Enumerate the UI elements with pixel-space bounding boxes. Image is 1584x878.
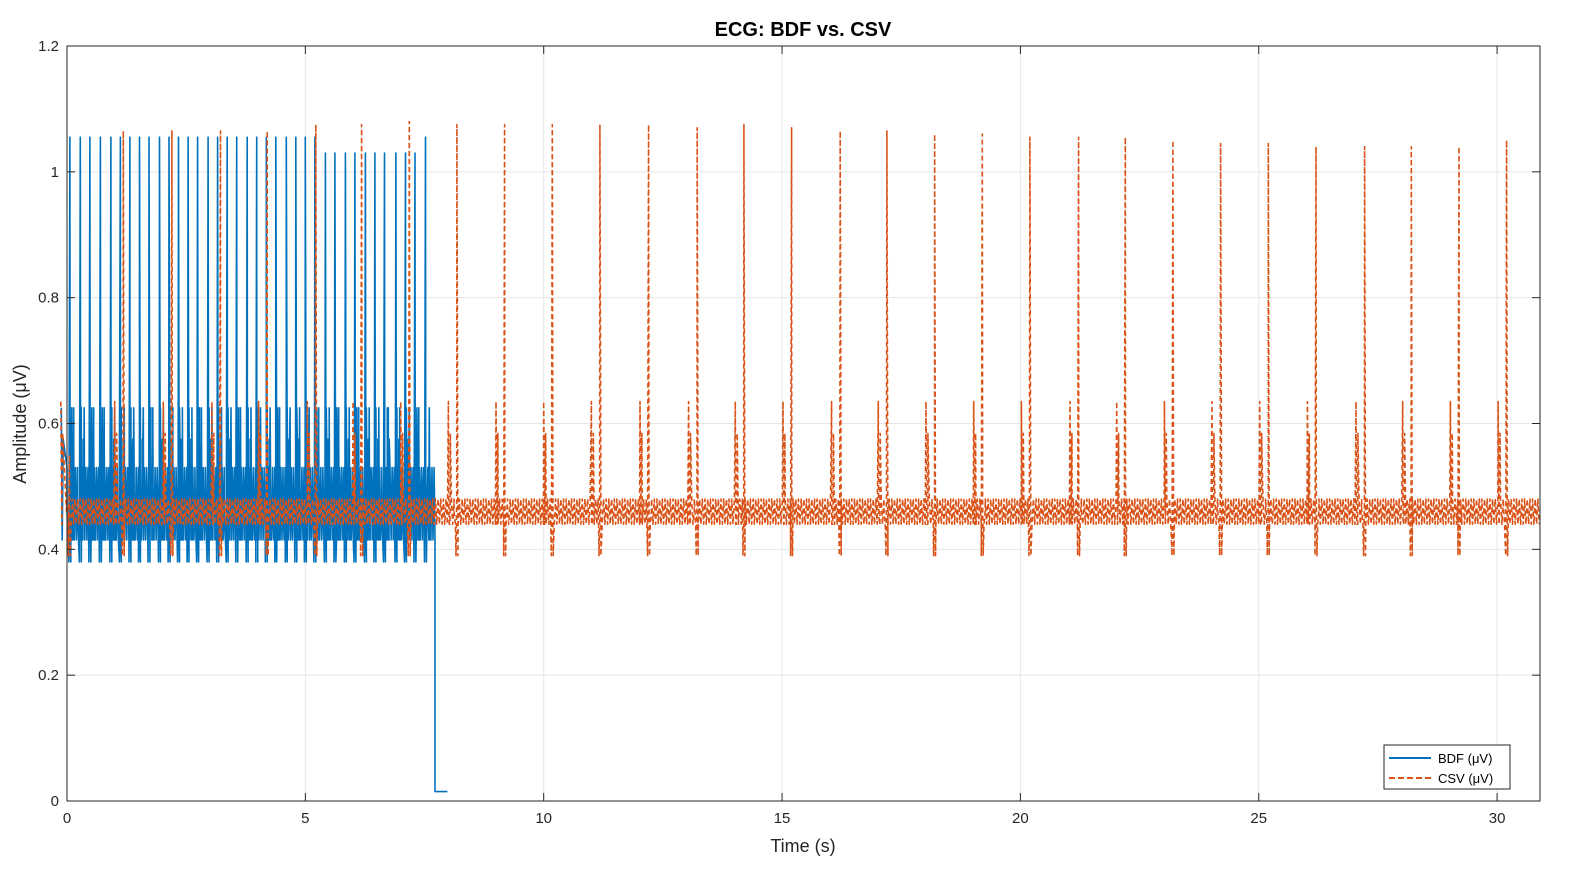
series-layer [60,120,1540,793]
x-tick-label: 0 [63,810,71,827]
y-tick-label: 0.6 [38,416,59,433]
y-tick-label: 0.4 [38,541,59,558]
legend-label-bdf: BDF (μV) [1438,751,1492,766]
legend: BDF (μV) CSV (μV) [1383,744,1511,790]
x-tick-label: 10 [535,810,552,827]
series-line-bdf [60,136,448,793]
y-tick-label: 0.2 [38,667,59,684]
x-tick-label: 5 [301,810,309,827]
legend-label-csv: CSV (μV) [1438,771,1493,786]
x-tick-label: 25 [1250,810,1267,827]
y-tick-label: 1 [51,164,59,181]
ticks [66,45,1540,802]
x-tick-labels: 0 5 10 15 20 25 30 [63,810,1506,827]
y-tick-label: 1.2 [38,38,59,55]
y-tick-label: 0.8 [38,290,59,307]
chart-title: ECG: BDF vs. CSV [715,19,892,41]
y-axis-label: Amplitude (μV) [10,364,30,483]
y-tick-labels: 0 0.2 0.4 0.6 0.8 1 1.2 [38,38,59,810]
series-line-csv [60,120,1540,557]
x-tick-label: 20 [1012,810,1029,827]
x-tick-label: 30 [1489,810,1506,827]
y-tick-label: 0 [51,793,59,810]
legend-box [1383,744,1511,790]
x-axis-label: Time (s) [770,836,835,856]
x-tick-label: 15 [774,810,791,827]
